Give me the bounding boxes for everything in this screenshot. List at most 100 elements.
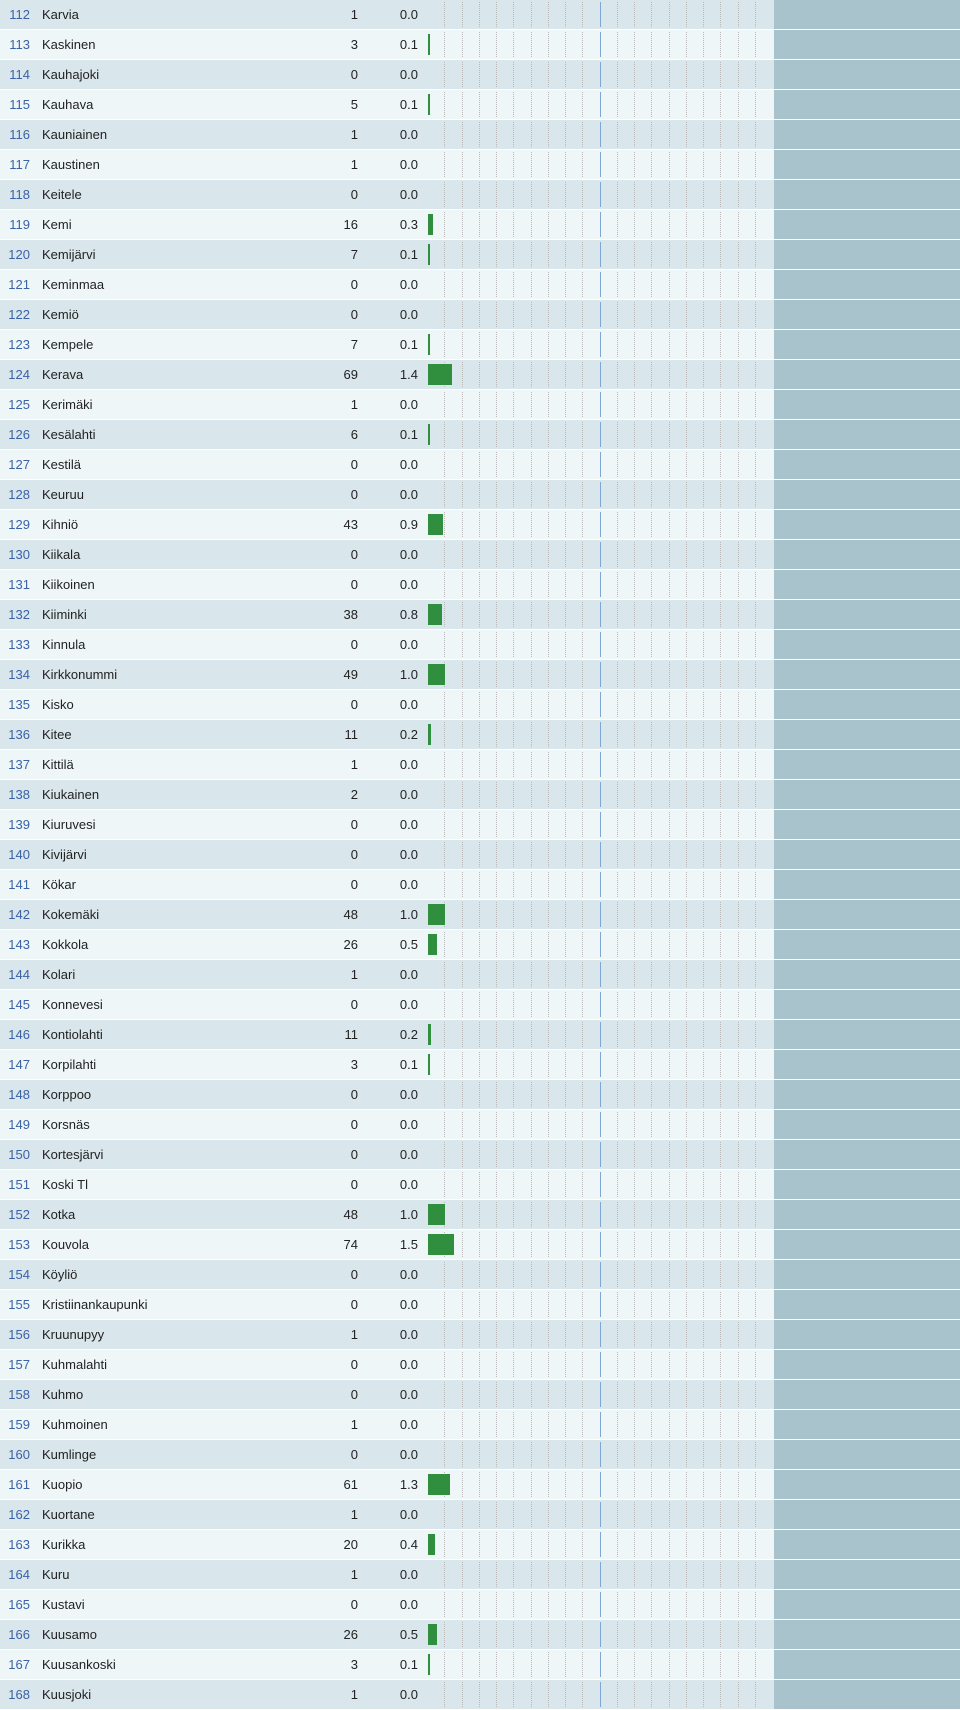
bar — [428, 34, 430, 55]
bar-chart-cell — [428, 570, 772, 599]
municipality-link[interactable]: Kuhmalahti — [42, 1357, 107, 1372]
table-row: 119Kemi160.3 — [0, 210, 960, 240]
municipality-link[interactable]: Kiikoinen — [42, 577, 95, 592]
municipality-link[interactable]: Kihniö — [42, 517, 78, 532]
rank-cell: 158 — [0, 1380, 36, 1409]
municipality-link[interactable]: Kisko — [42, 697, 74, 712]
bar-chart-cell — [428, 330, 772, 359]
table-row: 150Kortesjärvi00.0 — [0, 1140, 960, 1170]
municipality-link[interactable]: Kerava — [42, 367, 83, 382]
municipality-link[interactable]: Kirkkonummi — [42, 667, 117, 682]
name-cell: Karvia — [36, 0, 300, 29]
chart-grid — [428, 932, 772, 957]
municipality-link[interactable]: Kuhmo — [42, 1387, 83, 1402]
chart-grid — [428, 1172, 772, 1197]
municipality-link[interactable]: Kiuruvesi — [42, 817, 95, 832]
municipality-link[interactable]: Korpilahti — [42, 1057, 96, 1072]
municipality-link[interactable]: Kumlinge — [42, 1447, 96, 1462]
municipality-link[interactable]: Kauhajoki — [42, 67, 99, 82]
tail-shade — [774, 1050, 960, 1079]
municipality-link[interactable]: Kortesjärvi — [42, 1147, 103, 1162]
count-cell: 1 — [300, 960, 364, 989]
chart-grid — [428, 1442, 772, 1467]
rank-cell: 160 — [0, 1440, 36, 1469]
municipality-link[interactable]: Kestilä — [42, 457, 81, 472]
name-cell: Kinnula — [36, 630, 300, 659]
municipality-link[interactable]: Kiiminki — [42, 607, 87, 622]
municipality-link[interactable]: Kempele — [42, 337, 93, 352]
percent-cell: 0.0 — [364, 1440, 428, 1469]
municipality-link[interactable]: Kiikala — [42, 547, 80, 562]
percent-cell: 0.0 — [364, 810, 428, 839]
municipality-link[interactable]: Kuusamo — [42, 1627, 97, 1642]
bar-chart-cell — [428, 270, 772, 299]
table-row: 140Kivijärvi00.0 — [0, 840, 960, 870]
municipality-link[interactable]: Kuopio — [42, 1477, 82, 1492]
municipality-link[interactable]: Kivijärvi — [42, 847, 87, 862]
table-row: 162Kuortane10.0 — [0, 1500, 960, 1530]
municipality-link[interactable]: Korppoo — [42, 1087, 91, 1102]
municipality-link[interactable]: Kustavi — [42, 1597, 85, 1612]
bar-chart-cell — [428, 870, 772, 899]
municipality-link[interactable]: Karvia — [42, 7, 79, 22]
municipality-link[interactable]: Kauniainen — [42, 127, 107, 142]
chart-grid — [428, 512, 772, 537]
name-cell: Koski Tl — [36, 1170, 300, 1199]
bar-chart-cell — [428, 390, 772, 419]
municipality-link[interactable]: Kurikka — [42, 1537, 85, 1552]
municipality-link[interactable]: Keuruu — [42, 487, 84, 502]
percent-cell: 0.0 — [364, 570, 428, 599]
name-cell: Kumlinge — [36, 1440, 300, 1469]
rank-cell: 154 — [0, 1260, 36, 1289]
bar-chart-cell — [428, 540, 772, 569]
municipality-link[interactable]: Kolari — [42, 967, 75, 982]
bar-chart-cell — [428, 1410, 772, 1439]
municipality-link[interactable]: Kruunupyy — [42, 1327, 104, 1342]
municipality-link[interactable]: Kittilä — [42, 757, 74, 772]
percent-cell: 0.5 — [364, 1620, 428, 1649]
municipality-link[interactable]: Korsnäs — [42, 1117, 90, 1132]
municipality-link[interactable]: Kuortane — [42, 1507, 95, 1522]
municipality-link[interactable]: Kouvola — [42, 1237, 89, 1252]
percent-cell: 0.0 — [364, 1680, 428, 1709]
rank-cell: 144 — [0, 960, 36, 989]
name-cell: Kuopio — [36, 1470, 300, 1499]
municipality-link[interactable]: Kinnula — [42, 637, 85, 652]
rank-cell: 165 — [0, 1590, 36, 1619]
municipality-link[interactable]: Kemiö — [42, 307, 79, 322]
municipality-link[interactable]: Keitele — [42, 187, 82, 202]
name-cell: Kitee — [36, 720, 300, 749]
municipality-link[interactable]: Kemijärvi — [42, 247, 95, 262]
count-cell: 1 — [300, 120, 364, 149]
municipality-link[interactable]: Kokemäki — [42, 907, 99, 922]
count-cell: 0 — [300, 810, 364, 839]
municipality-link[interactable]: Kaskinen — [42, 37, 95, 52]
municipality-link[interactable]: Kesälahti — [42, 427, 95, 442]
rank-cell: 118 — [0, 180, 36, 209]
municipality-link[interactable]: Kaustinen — [42, 157, 100, 172]
municipality-link[interactable]: Köyliö — [42, 1267, 77, 1282]
municipality-link[interactable]: Kuusjoki — [42, 1687, 91, 1702]
municipality-link[interactable]: Kiukainen — [42, 787, 99, 802]
municipality-link[interactable]: Kuhmoinen — [42, 1417, 108, 1432]
municipality-link[interactable]: Kuusankoski — [42, 1657, 116, 1672]
municipality-link[interactable]: Kokkola — [42, 937, 88, 952]
table-row: 153Kouvola741.5 — [0, 1230, 960, 1260]
chart-grid — [428, 2, 772, 27]
municipality-link[interactable]: Kauhava — [42, 97, 93, 112]
municipality-link[interactable]: Konnevesi — [42, 997, 103, 1012]
municipality-link[interactable]: Kemi — [42, 217, 72, 232]
tail-shade — [774, 1350, 960, 1379]
municipality-link[interactable]: Kuru — [42, 1567, 69, 1582]
municipality-link[interactable]: Kotka — [42, 1207, 75, 1222]
tail-shade — [774, 630, 960, 659]
municipality-link[interactable]: Koski Tl — [42, 1177, 88, 1192]
municipality-link[interactable]: Kökar — [42, 877, 76, 892]
municipality-link[interactable]: Kitee — [42, 727, 72, 742]
municipality-link[interactable]: Keminmaa — [42, 277, 104, 292]
municipality-link[interactable]: Kerimäki — [42, 397, 93, 412]
table-row: 138Kiukainen20.0 — [0, 780, 960, 810]
municipality-link[interactable]: Kristiinankaupunki — [42, 1297, 148, 1312]
municipality-link[interactable]: Kontiolahti — [42, 1027, 103, 1042]
count-cell: 48 — [300, 900, 364, 929]
